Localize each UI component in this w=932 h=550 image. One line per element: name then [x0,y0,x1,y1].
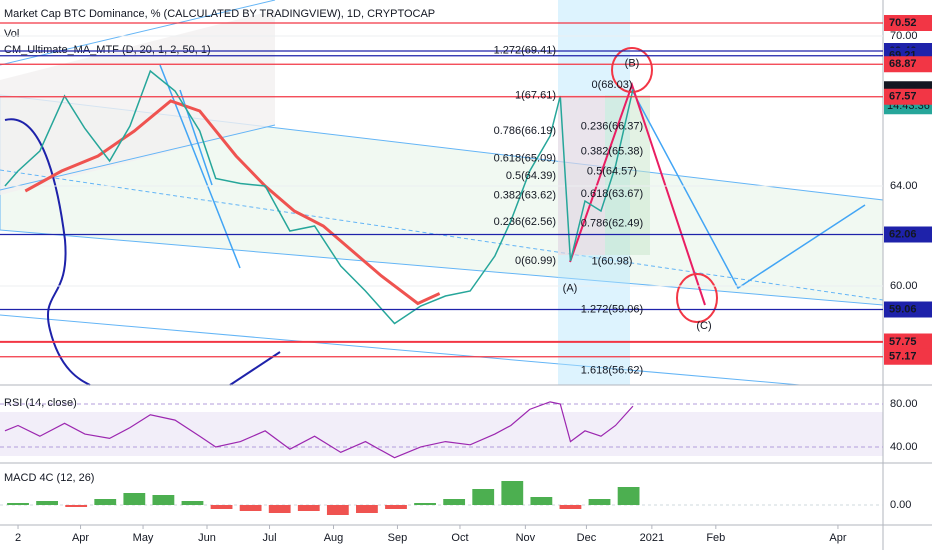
annotation: 0.236(66.37) [581,121,643,133]
level-label: 57.75 [889,336,917,348]
level-label: 59.06 [889,303,917,315]
indicator-curve [229,351,281,386]
y-tick-label: 80.00 [890,398,918,410]
level-label: 70.52 [889,17,917,29]
bar [326,505,349,515]
level-label: 67.57 [889,91,917,103]
x-tick-label: Aug [324,532,344,544]
x-tick-label: Sep [388,532,408,544]
x-tick-label: Apr [829,532,846,544]
level-box [884,226,932,243]
annotation: 0(68.03) [592,79,633,91]
annotation: 0.5(64.39) [506,170,556,182]
annotation: 1.272(59.06) [581,303,643,315]
y-tick-label: 0.00 [890,499,911,511]
chart-title: Market Cap BTC Dominance, % (CALCULATED … [4,8,435,20]
annotation: 0.382(65.38) [581,145,643,157]
arrow [631,89,866,290]
x-tick-label: Dec [577,532,597,544]
annotation: 1(67.61) [515,90,556,102]
annotation: 1(60.98) [592,255,633,267]
annotation: (A) [563,282,578,294]
wave [569,81,706,306]
x-tick-label: Nov [516,532,536,544]
bar [443,499,466,505]
annotation: 0.618(65.09) [494,153,556,165]
line [24,99,441,306]
x-tick-label: Feb [706,532,725,544]
level-box [884,334,932,351]
level-box [884,56,932,73]
bar [36,501,59,505]
y-tick-label: 70.00 [890,30,918,42]
bar [588,499,611,505]
bar [414,503,436,505]
annotation: 0.618(63.67) [581,188,643,200]
annotation: 0.382(63.62) [494,189,556,201]
bar [152,495,175,505]
annotation: (B) [625,57,640,69]
y-tick-label: 64.00 [890,180,918,192]
x-tick-label: May [133,532,154,544]
level-box [884,348,932,365]
circle [676,273,718,323]
annotation: (C) [696,320,711,332]
annotation: 0.236(62.56) [494,216,556,228]
bar [385,505,407,509]
x-tick-label: Jun [198,532,216,544]
bar [617,487,640,505]
level-label: 68.87 [889,58,917,70]
bar [7,503,29,505]
annotation: 1.272(69.41) [494,45,556,57]
bar [472,489,495,505]
bar [268,505,291,513]
bar [94,499,117,505]
annotation: 0(60.99) [515,255,556,267]
bar [501,481,524,505]
volume-label: Vol [4,28,19,40]
annotation: 1.618(56.62) [581,364,643,376]
bar [123,493,146,505]
bar [297,505,320,511]
x-tick-label: Jul [262,532,276,544]
indicator-curve [4,118,91,386]
rsi-band [0,412,883,456]
pane-title: MACD 4C (12, 26) [4,472,94,484]
annotation: 0.786(66.19) [494,125,556,137]
level-box [884,301,932,318]
channel [0,95,883,305]
bar [356,505,378,513]
channel-line [0,314,801,386]
bar [65,505,88,507]
level-label: 57.17 [889,351,917,363]
bar [210,505,233,509]
y-tick-label: 40.00 [890,441,918,453]
level-label: 62.06 [889,228,917,240]
line [4,69,634,325]
x-tick-label: 2021 [640,532,664,544]
annotation: 0.5(64.57) [587,166,637,178]
channel-line [0,0,276,66]
x-tick-label: Apr [72,532,89,544]
line [4,401,634,459]
annotation: 0.786(62.49) [581,218,643,230]
mid-line [0,169,884,301]
bar [559,505,582,509]
legend-entry: CM_Ultimate_MA_MTF (D, 20, 1, 2, 50, 1) [4,44,211,56]
level-box [884,88,932,105]
x-tick-label: Oct [451,532,468,544]
pane-title: RSI (14, close) [4,397,77,409]
level-box [884,15,932,31]
x-tick-label: 2 [15,532,21,544]
y-tick-label: 60.00 [890,280,918,292]
bar [239,505,262,511]
bar [181,501,204,505]
bar [530,497,553,505]
